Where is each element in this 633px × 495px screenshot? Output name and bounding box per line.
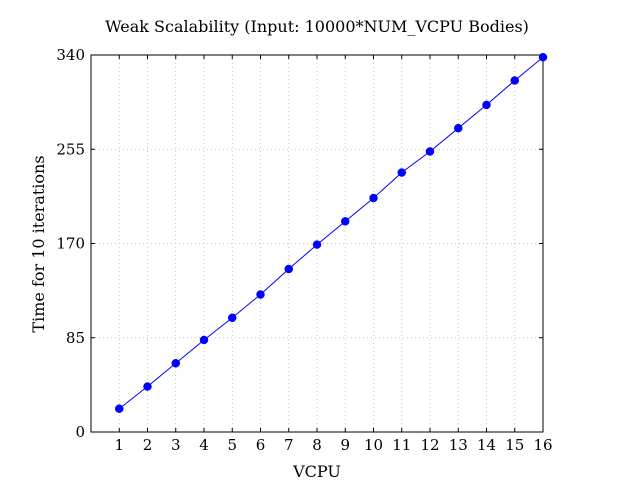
x-tick-label: 13: [449, 436, 468, 454]
chart-title: Weak Scalability (Input: 10000*NUM_VCPU …: [105, 17, 529, 36]
x-tick-label: 3: [171, 436, 181, 454]
y-tick-label: 85: [66, 329, 85, 347]
y-tick-label: 170: [56, 235, 85, 253]
x-tick-label: 5: [227, 436, 237, 454]
x-tick-label: 4: [199, 436, 209, 454]
x-tick-label: 1: [114, 436, 124, 454]
y-tick-labels: 0 85 170 255 340: [56, 46, 85, 441]
y-tick-label: 340: [56, 46, 85, 64]
series-line: [118, 56, 544, 410]
data-point: [510, 76, 519, 85]
x-tick-label: 15: [505, 436, 524, 454]
x-tick-label: 11: [392, 436, 411, 454]
data-point: [171, 359, 180, 368]
y-tick-label: 0: [75, 423, 85, 441]
y-axis-label: Time for 10 iterations: [29, 155, 48, 332]
data-point: [199, 335, 209, 345]
y-tick-label: 255: [56, 140, 85, 158]
data-point: [341, 217, 350, 226]
x-tick-label: 2: [143, 436, 153, 454]
data-point: [482, 100, 491, 110]
data-point: [284, 264, 293, 274]
data-point: [454, 123, 463, 133]
x-tick-label: 16: [533, 436, 552, 454]
series: [115, 52, 548, 413]
x-tick-label: 6: [256, 436, 266, 454]
x-tick-label: 12: [420, 436, 439, 454]
x-tick-label: 7: [284, 436, 294, 454]
x-tick-label: 10: [364, 436, 383, 454]
x-tick-label: 8: [312, 436, 322, 454]
data-point: [143, 382, 152, 391]
data-point: [115, 404, 124, 413]
x-tick-label: 9: [340, 436, 350, 454]
data-point: [538, 52, 548, 62]
x-tick-label: 14: [477, 436, 496, 454]
data-point: [425, 147, 435, 156]
data-point: [397, 168, 406, 177]
data-point: [228, 313, 237, 323]
data-point: [312, 240, 322, 249]
data-point: [256, 290, 265, 299]
x-tick-labels: 1 2 3 4 5 6 7 8 9 10 11 12 13 14 15 16: [114, 436, 552, 454]
x-axis-label: VCPU: [292, 462, 341, 481]
data-point: [369, 193, 378, 203]
